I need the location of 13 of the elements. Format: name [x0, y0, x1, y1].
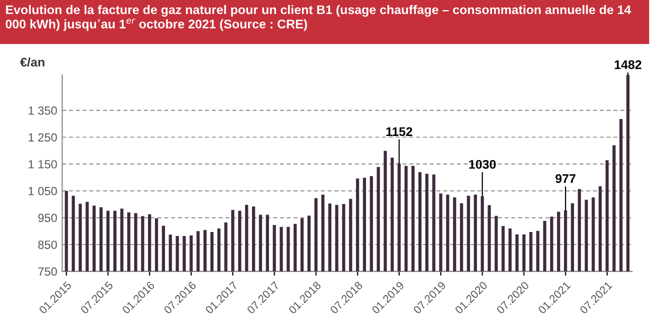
data-label: 1152	[386, 127, 412, 136]
data-label: 1030	[469, 160, 496, 169]
chart-title: Evolution de la facture de gaz naturel pour un client B1 (usage chauffage – consommation annuelle de 14 000 kWh) jusqu’au 1$^{er}$ octobre 2021 (Source : CRE)	[6, 4, 631, 31]
y-tick-label: 850	[38, 240, 57, 249]
y-tick-label: 1 250	[28, 133, 57, 142]
y-tick-label: 1 050	[28, 186, 57, 196]
data-label: 977	[556, 174, 576, 184]
data-label: 1482	[614, 60, 642, 70]
y-tick-label: 1 150	[28, 160, 57, 168]
y-tick-label: 1 350	[28, 106, 57, 115]
y-axis-title: €/an	[20, 57, 44, 67]
y-tick-label: 950	[38, 214, 57, 222]
y-tick-label: 750	[38, 267, 57, 276]
